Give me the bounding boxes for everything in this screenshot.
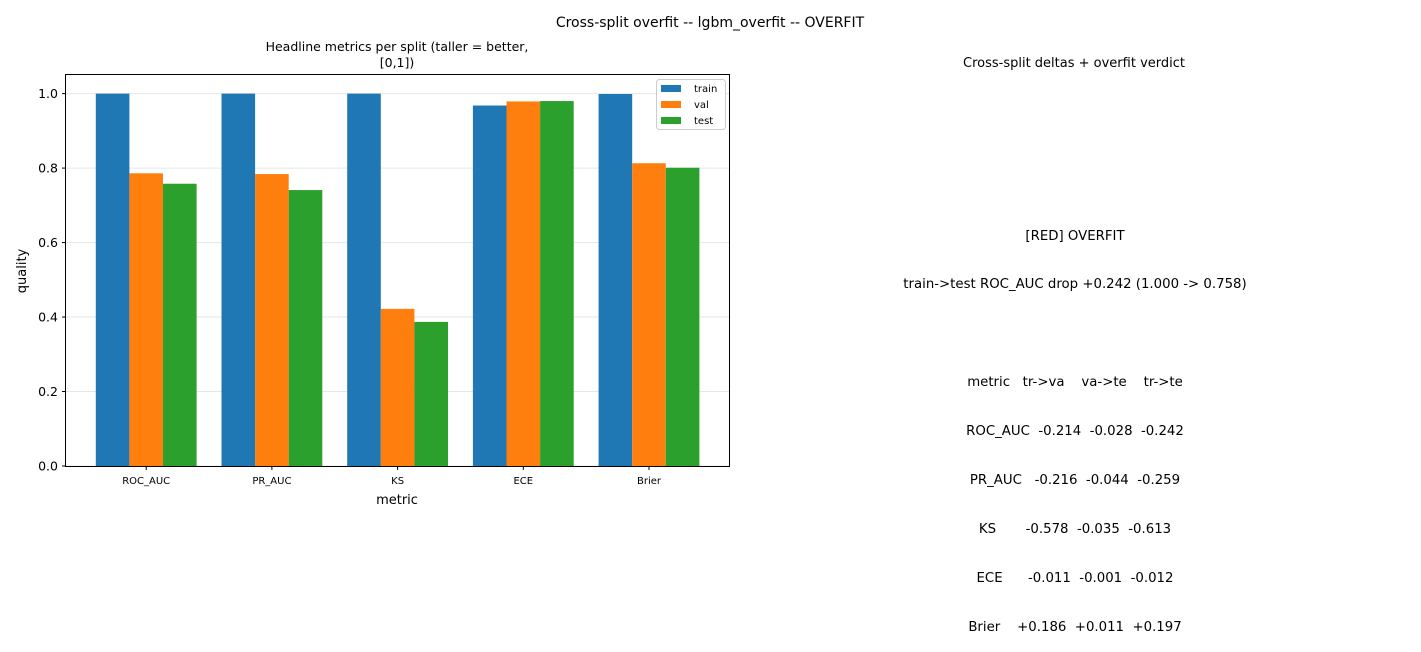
legend-swatch-test — [661, 117, 681, 124]
y-tick-label: 0.4 — [38, 310, 58, 325]
legend-label-val: val — [694, 100, 709, 111]
figure-canvas: Cross-split overfit -- lgbm_overfit -- O… — [15, 15, 1185, 508]
figure-suptitle: Cross-split overfit -- lgbm_overfit -- O… — [556, 15, 865, 31]
delta-row-brier: Brier +0.186 +0.011 +0.197 — [968, 619, 1182, 635]
chart-title-line2: [0,1]) — [380, 55, 415, 70]
y-axis-label: quality — [15, 248, 30, 293]
bar-series — [95, 93, 700, 467]
bar-val-pr-auc — [255, 174, 289, 466]
x-tick-label: Brier — [637, 476, 662, 487]
bar-val-ece — [506, 101, 541, 466]
x-axis-ticks: ROC_AUC PR_AUC KS ECE Brier — [122, 466, 662, 487]
legend-label-train: train — [694, 84, 717, 95]
x-tick-label: ROC_AUC — [122, 476, 170, 487]
bar-test-brier — [665, 167, 700, 467]
legend-label-test: test — [694, 116, 713, 127]
x-tick-label: PR_AUC — [252, 476, 291, 487]
delta-row-pr-auc: PR_AUC -0.216 -0.044 -0.259 — [969, 473, 1181, 489]
y-tick-label: 0.2 — [38, 384, 58, 399]
x-tick-label: KS — [391, 476, 404, 487]
x-tick-label: ECE — [513, 476, 533, 487]
chart-title-line1: Headline metrics per split (taller = bet… — [266, 39, 529, 54]
bar-val-roc-auc — [129, 173, 163, 466]
bar-test-ece — [540, 101, 574, 467]
bar-test-pr-auc — [288, 190, 323, 466]
verdict-spacer — [860, 326, 1290, 342]
bar-train-pr-auc — [221, 93, 256, 466]
x-axis-label: metric — [376, 493, 418, 508]
bar-val-ks — [380, 308, 415, 466]
bar-train-brier — [598, 93, 633, 467]
legend-swatch-train — [661, 85, 681, 92]
y-tick-label: 0.0 — [38, 459, 58, 474]
legend: train val test — [656, 79, 726, 130]
bar-train-ks — [347, 93, 381, 466]
y-tick-label: 0.8 — [38, 161, 58, 176]
verdict-drop-line: train->test ROC_AUC drop +0.242 (1.000 -… — [903, 277, 1247, 293]
panel2-title: Cross-split deltas + overfit verdict — [963, 56, 1185, 71]
bar-val-brier — [632, 163, 666, 467]
delta-row-ks: KS -0.578 -0.035 -0.613 — [978, 521, 1172, 537]
bar-train-ece — [472, 105, 507, 466]
y-tick-label: 0.6 — [38, 235, 58, 250]
bar-test-roc-auc — [163, 183, 197, 467]
verdict-status: [RED] OVERFIT — [1025, 228, 1125, 244]
plot-frame — [65, 74, 730, 467]
delta-row-roc-auc: ROC_AUC -0.214 -0.028 -0.242 — [966, 424, 1184, 440]
bar-test-ks — [414, 321, 448, 466]
delta-table-header: metric tr->va va->te tr->te — [967, 375, 1183, 391]
y-axis-ticks: 0.0 0.2 0.4 0.6 0.8 1.0 — [38, 86, 66, 474]
y-tick-label: 1.0 — [38, 86, 58, 101]
bar-train-roc-auc — [95, 93, 130, 466]
legend-swatch-val — [661, 101, 681, 108]
overfit-verdict-panel: [RED] OVERFIT train->test ROC_AUC drop +… — [860, 196, 1290, 652]
delta-row-ece: ECE -0.011 -0.001 -0.012 — [976, 570, 1174, 586]
